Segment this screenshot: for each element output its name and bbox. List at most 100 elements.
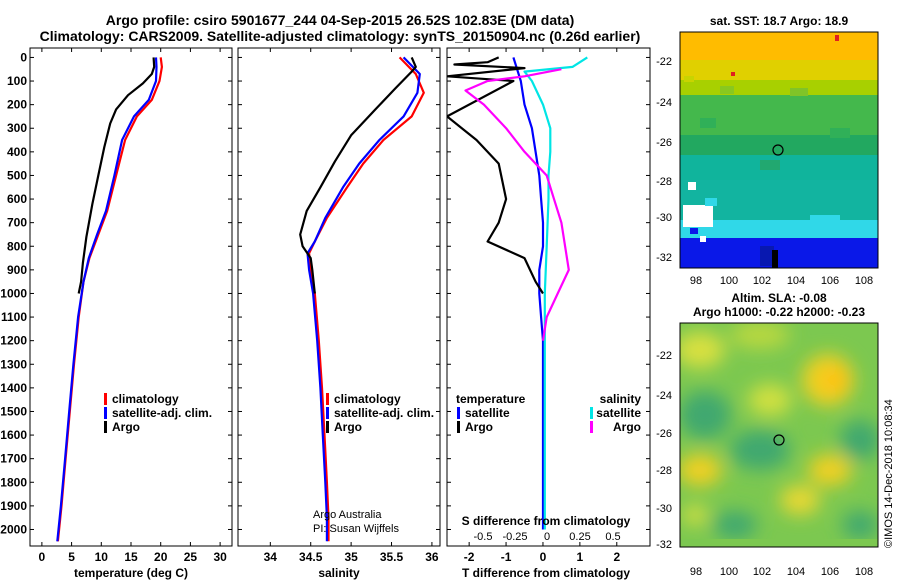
- temperature-legend: climatology satellite-adj. clim. Argo: [104, 392, 212, 434]
- lat-tick-label: -22: [656, 56, 672, 68]
- depth-tick-label: 1800: [0, 475, 27, 489]
- series-argo: [77, 57, 156, 294]
- depth-tick-label: 700: [7, 216, 27, 230]
- difference-tick-label: 2: [613, 550, 620, 564]
- depth-tick-label: 1700: [0, 452, 27, 466]
- lat-tick-label: -24: [656, 390, 672, 402]
- difference-xlabel-t: T difference from climatology: [462, 566, 630, 580]
- salinity-frame: [237, 47, 441, 547]
- lon-tick-label: 102: [753, 566, 771, 578]
- difference-ticks: -2 -1 0 1 2: [447, 48, 650, 564]
- sla-title-1: Altim. SLA: -0.08: [731, 291, 827, 305]
- legend-label-t-argo: Argo: [465, 420, 493, 434]
- salinity-series: [299, 56, 425, 542]
- difference-tick-label: -2: [464, 550, 475, 564]
- depth-tick-label: 1000: [0, 286, 27, 300]
- sla-map-yticks: -22 -24 -26 -28 -30 -32: [656, 350, 672, 551]
- legend-label-satellite-adj: satellite-adj. clim.: [334, 406, 434, 420]
- legend-label-t-satellite: satellite: [465, 406, 510, 420]
- legend-temperature-heading: temperature: [456, 392, 526, 406]
- temperature-xlabel: temperature (deg C): [74, 566, 188, 580]
- difference-top-ticks: -0.5 -0.25 0 0.25 0.5: [474, 531, 621, 543]
- lon-tick-label: 106: [821, 275, 839, 287]
- sst-float-marker: [772, 144, 784, 156]
- depth-tick-label: 300: [7, 121, 27, 135]
- lon-tick-label: 98: [690, 275, 702, 287]
- legend-label-s-satellite: satellite: [596, 406, 641, 420]
- depth-tick-label: 1600: [0, 428, 27, 442]
- lon-tick-label: 100: [720, 566, 738, 578]
- legend-swatch-climatology: [104, 393, 107, 405]
- temperature-tick-label: 25: [184, 550, 198, 564]
- depth-tick-label: 1400: [0, 381, 27, 395]
- series-climatology: [308, 56, 425, 542]
- legend-swatch-t-satellite: [457, 407, 460, 419]
- salinity-xlabel: salinity: [318, 566, 360, 580]
- sst-land: [772, 250, 778, 268]
- temperature-tick-label: 15: [124, 550, 138, 564]
- s-tick-label: 0.25: [569, 531, 590, 543]
- sst-patch: [684, 76, 694, 82]
- depth-tick-label: 900: [7, 263, 27, 277]
- lat-tick-label: -26: [656, 137, 672, 149]
- annotation-argo-australia: Argo Australia: [313, 509, 382, 521]
- imos-credit: ©IMOS 14-Dec-2018 10:08:34: [883, 399, 895, 548]
- salinity-ticks: 34 34.5 35 35.5 36: [238, 48, 440, 564]
- sst-hot-pixel: [835, 35, 839, 41]
- title-line-2: Climatology: CARS2009. Satellite-adjuste…: [39, 28, 641, 44]
- lat-tick-label: -22: [656, 350, 672, 362]
- salinity-tick-label: 34.5: [299, 550, 323, 564]
- difference-frame: [446, 47, 651, 547]
- s-tick-label: 0.5: [605, 531, 620, 543]
- sst-patch: [760, 160, 780, 170]
- s-tick-label: -0.5: [474, 531, 493, 543]
- depth-tick-label: 2000: [0, 522, 27, 536]
- sla-map-xticks: 98 100 102 104 106 108: [690, 566, 873, 578]
- sst-map-field: [680, 32, 878, 268]
- series-climatology: [56, 57, 163, 542]
- temperature-ticks: 0 5 10 15 20 25 30: [30, 48, 232, 564]
- sst-map-panel: sat. SST: 18.7 Argo: 18.9: [656, 14, 879, 287]
- salinity-legend: climatology satellite-adj. clim. Argo: [326, 392, 434, 434]
- salinity-tick-label: 35.5: [380, 550, 404, 564]
- series-s-argo: [464, 68, 570, 341]
- sla-blob: [842, 511, 878, 539]
- lat-tick-label: -32: [656, 539, 672, 551]
- legend-swatch-climatology: [326, 393, 329, 405]
- lat-tick-label: -28: [656, 176, 672, 188]
- legend-swatch-s-satellite: [590, 407, 593, 419]
- sst-patch: [830, 128, 850, 138]
- legend-swatch-t-argo: [457, 421, 460, 433]
- annotation-pi: PI: Susan Wijffels: [313, 523, 399, 535]
- sla-blobs: [680, 323, 878, 539]
- legend-label-climatology: climatology: [112, 392, 179, 406]
- depth-tick-label: 1100: [1, 310, 27, 324]
- lon-tick-label: 104: [787, 566, 805, 578]
- legend-label-argo: Argo: [112, 420, 140, 434]
- temperature-tick-label: 5: [68, 550, 75, 564]
- legend-label-argo: Argo: [334, 420, 362, 434]
- sst-band: [680, 238, 878, 268]
- sst-patch: [720, 86, 734, 94]
- depth-tick-label: 100: [7, 74, 27, 88]
- sla-map-field: [680, 323, 878, 547]
- difference-legend: temperature satellite Argo salinity sate…: [456, 392, 641, 434]
- legend-label-satellite-adj: satellite-adj. clim.: [112, 406, 212, 420]
- sst-map-title: sat. SST: 18.7 Argo: 18.9: [710, 14, 849, 28]
- depth-tick-label: 1500: [0, 404, 27, 418]
- lon-tick-label: 102: [753, 275, 771, 287]
- legend-swatch-s-argo: [590, 421, 593, 433]
- depth-tick-label: 1900: [0, 499, 27, 513]
- salinity-tick-label: 34: [264, 550, 278, 564]
- series-argo: [299, 56, 417, 294]
- series-satellite-adj-clim-: [56, 57, 158, 542]
- series-satellite-adj-clim-: [306, 56, 421, 542]
- depth-tick-label: 0: [20, 50, 27, 64]
- lon-tick-label: 106: [821, 566, 839, 578]
- sst-patch: [700, 118, 716, 128]
- sla-blob: [683, 505, 707, 525]
- lon-tick-label: 108: [855, 275, 873, 287]
- sst-cloud: [683, 205, 713, 227]
